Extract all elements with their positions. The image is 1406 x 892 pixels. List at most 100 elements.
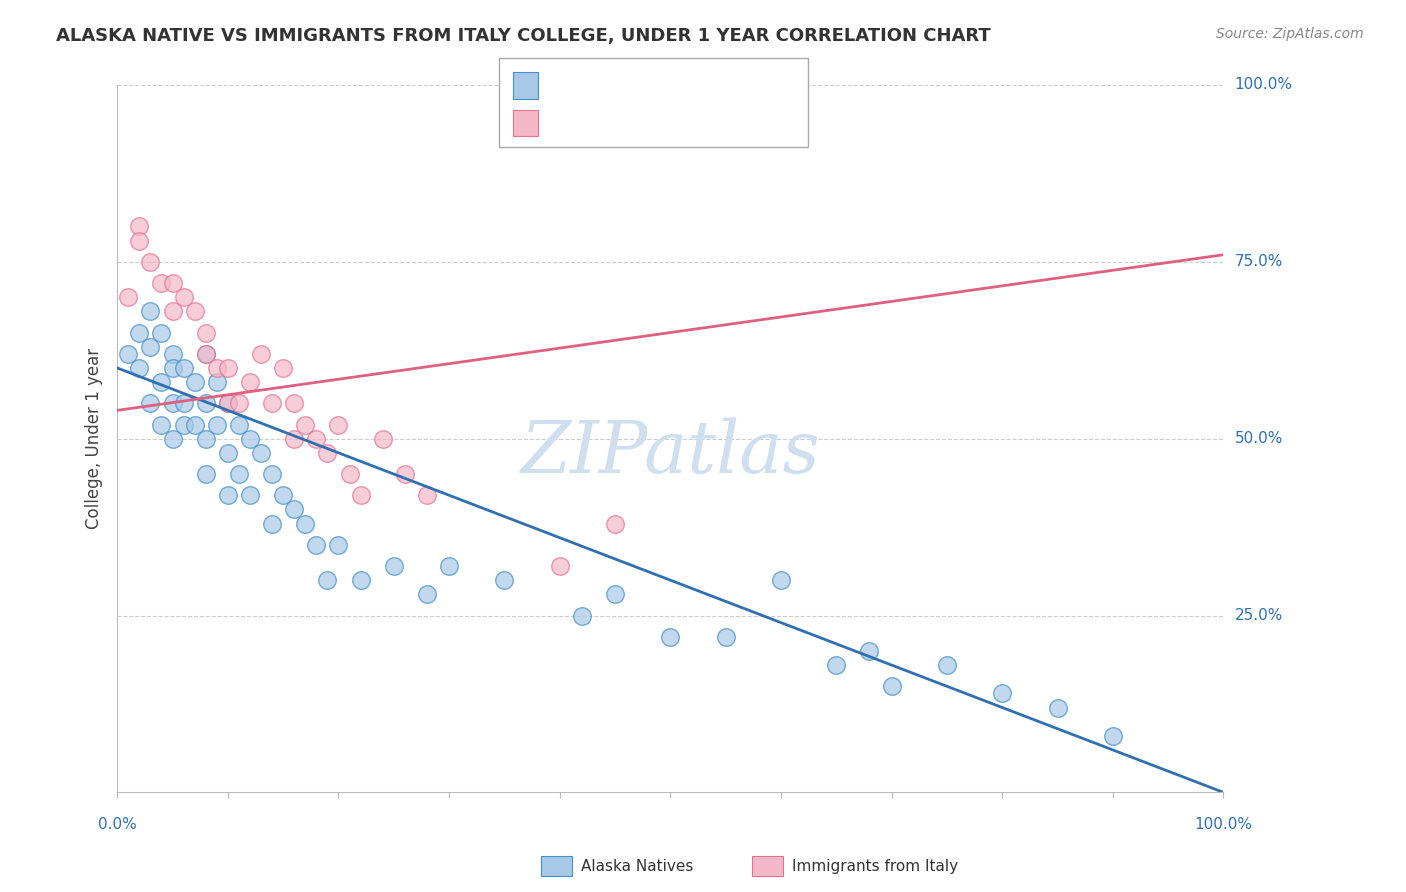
Point xyxy=(349,488,371,502)
Point xyxy=(205,360,228,375)
Point xyxy=(228,467,250,481)
Point xyxy=(139,255,162,269)
Text: 100.0%: 100.0% xyxy=(1195,817,1253,832)
Point xyxy=(162,347,184,361)
Point xyxy=(262,467,284,481)
Point xyxy=(128,219,150,234)
Point xyxy=(139,340,162,354)
Text: 75.0%: 75.0% xyxy=(1234,254,1282,269)
Point xyxy=(880,679,903,693)
Point xyxy=(349,573,371,587)
Text: ZIPatlas: ZIPatlas xyxy=(520,417,820,488)
Point xyxy=(294,516,316,531)
Point xyxy=(250,347,273,361)
Point xyxy=(217,360,239,375)
Point xyxy=(150,326,173,340)
Point xyxy=(194,347,217,361)
Point xyxy=(205,417,228,432)
Point xyxy=(150,417,173,432)
Point xyxy=(394,467,416,481)
Point xyxy=(117,347,139,361)
Point xyxy=(117,290,139,304)
Point xyxy=(128,360,150,375)
Point xyxy=(328,417,350,432)
Point xyxy=(416,488,439,502)
Point xyxy=(603,587,626,601)
Point xyxy=(371,432,394,446)
Point xyxy=(494,573,516,587)
Point xyxy=(183,417,205,432)
Point xyxy=(1046,700,1069,714)
Point xyxy=(228,417,250,432)
Point xyxy=(162,276,184,290)
Point xyxy=(991,686,1014,700)
Point xyxy=(173,360,195,375)
Point xyxy=(128,234,150,248)
Point xyxy=(194,326,217,340)
Point xyxy=(194,347,217,361)
Point xyxy=(150,375,173,389)
Point xyxy=(305,432,328,446)
Point xyxy=(162,432,184,446)
Point xyxy=(162,304,184,318)
Point xyxy=(294,417,316,432)
Point xyxy=(283,502,305,516)
Point xyxy=(217,396,239,410)
Point xyxy=(1101,729,1123,743)
Point xyxy=(239,488,262,502)
Point xyxy=(217,396,239,410)
Point xyxy=(183,304,205,318)
Point xyxy=(217,488,239,502)
Y-axis label: College, Under 1 year: College, Under 1 year xyxy=(86,348,103,529)
Point xyxy=(437,559,460,574)
Point xyxy=(194,432,217,446)
Point xyxy=(603,516,626,531)
Point xyxy=(416,587,439,601)
Point xyxy=(139,396,162,410)
Point xyxy=(271,360,294,375)
Point xyxy=(139,304,162,318)
Point xyxy=(659,630,682,644)
Point xyxy=(769,573,792,587)
Point xyxy=(328,538,350,552)
Point xyxy=(173,290,195,304)
Point xyxy=(305,538,328,552)
Point xyxy=(128,326,150,340)
Text: Source: ZipAtlas.com: Source: ZipAtlas.com xyxy=(1216,27,1364,41)
Point xyxy=(935,658,957,673)
Point xyxy=(150,276,173,290)
Text: 100.0%: 100.0% xyxy=(1234,78,1292,93)
Text: 50.0%: 50.0% xyxy=(1234,431,1282,446)
Point xyxy=(205,375,228,389)
Point xyxy=(825,658,848,673)
Point xyxy=(316,573,339,587)
Point xyxy=(239,432,262,446)
Point xyxy=(339,467,361,481)
Point xyxy=(382,559,405,574)
Point xyxy=(162,360,184,375)
Point xyxy=(316,446,339,460)
Text: Alaska Natives: Alaska Natives xyxy=(581,859,693,873)
Point xyxy=(239,375,262,389)
Point xyxy=(228,396,250,410)
Point xyxy=(714,630,737,644)
Point xyxy=(217,446,239,460)
Text: Immigrants from Italy: Immigrants from Italy xyxy=(792,859,957,873)
Point xyxy=(283,432,305,446)
Point xyxy=(271,488,294,502)
Text: 25.0%: 25.0% xyxy=(1234,608,1282,623)
Point xyxy=(183,375,205,389)
Point xyxy=(571,608,593,623)
Point xyxy=(283,396,305,410)
Point xyxy=(262,516,284,531)
Point xyxy=(858,644,880,658)
Point xyxy=(173,417,195,432)
Point xyxy=(250,446,273,460)
Point xyxy=(162,396,184,410)
Point xyxy=(194,467,217,481)
Point xyxy=(173,396,195,410)
Point xyxy=(194,396,217,410)
Text: R =   0.183   N = 32: R = 0.183 N = 32 xyxy=(550,115,731,133)
Text: R = -0.526   N = 57: R = -0.526 N = 57 xyxy=(550,78,727,95)
Point xyxy=(262,396,284,410)
